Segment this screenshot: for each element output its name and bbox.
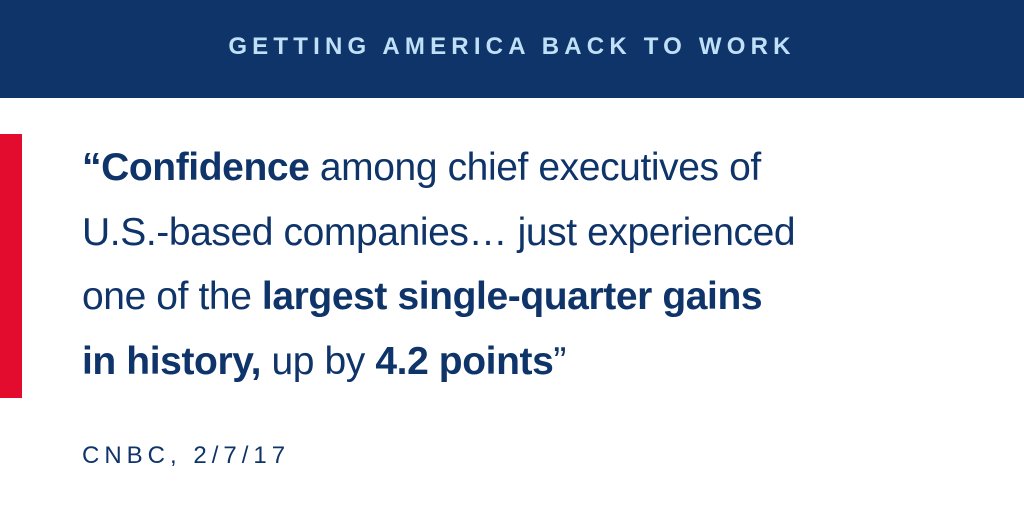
quote-segment: largest single-quarter gains bbox=[261, 275, 763, 318]
quote-line-2: U.S.-based companies… just experienced bbox=[82, 201, 1002, 266]
quote-line-1: “Confidence among chief executives of bbox=[82, 136, 1002, 201]
quote-segment: up by bbox=[261, 339, 376, 383]
quote-line-3: one of the largest single-quarter gains bbox=[82, 265, 1002, 330]
accent-bar bbox=[0, 134, 22, 398]
quote-segment: U.S.-based companies… just experienced bbox=[82, 210, 796, 254]
quote-segment: one of the bbox=[82, 275, 262, 318]
quote-segment: “Confidence bbox=[82, 146, 310, 189]
quote-segment: ” bbox=[553, 339, 566, 383]
quote-segment: in history, bbox=[82, 339, 262, 383]
quote-segment: 4.2 points bbox=[375, 339, 554, 383]
banner-title: GETTING AMERICA BACK TO WORK bbox=[228, 33, 796, 60]
quote-text: “Confidence among chief executives of U.… bbox=[82, 136, 1002, 394]
quote-segment: among chief executives of bbox=[309, 146, 761, 189]
source-citation: CNBC, 2/7/17 bbox=[82, 442, 291, 469]
quote-line-4: in history, up by 4.2 points” bbox=[82, 330, 1002, 395]
header-banner: GETTING AMERICA BACK TO WORK bbox=[0, 0, 1024, 98]
